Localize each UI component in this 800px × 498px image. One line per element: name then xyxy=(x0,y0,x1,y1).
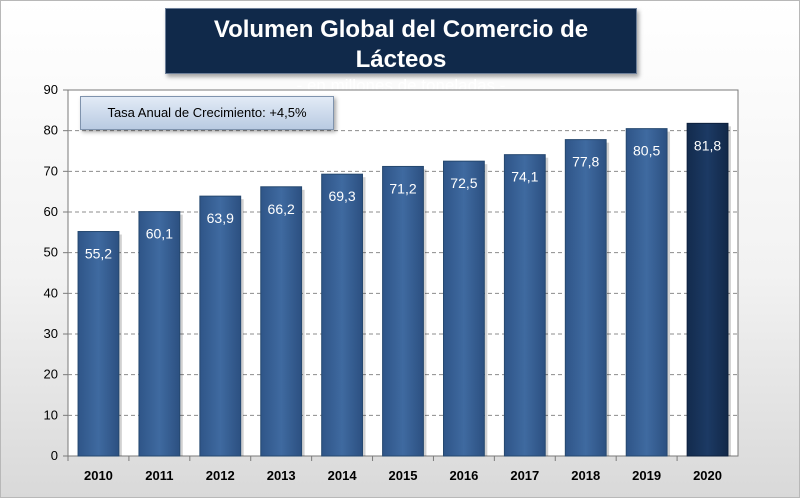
y-tick-label: 70 xyxy=(44,163,58,178)
y-tick-label: 20 xyxy=(44,367,58,382)
x-tick-label: 2018 xyxy=(571,468,600,483)
data-label: 81,8 xyxy=(694,137,721,153)
x-tick-label: 2010 xyxy=(84,468,113,483)
y-tick-label: 50 xyxy=(44,245,58,260)
x-tick-label: 2020 xyxy=(693,468,722,483)
y-tick-label: 30 xyxy=(44,326,58,341)
y-tick-label: 60 xyxy=(44,204,58,219)
data-label: 74,1 xyxy=(511,169,538,185)
y-axis-ticks: 0 10 20 30 40 50 60 70 80 90 xyxy=(44,82,68,463)
bar xyxy=(443,160,485,457)
x-tick-label: 2017 xyxy=(510,468,539,483)
data-label: 80,5 xyxy=(633,143,660,159)
x-axis-ticks: 2010 2011 2012 2013 2014 2015 2016 2017 2018 2019… xyxy=(67,456,722,483)
x-tick-label: 2012 xyxy=(206,468,235,483)
growth-rate-badge: Tasa Anual de Crecimiento: +4,5% xyxy=(80,96,334,130)
y-tick-label: 40 xyxy=(44,285,58,300)
data-label: 71,2 xyxy=(389,180,416,196)
bar xyxy=(625,128,668,457)
data-labels: 55,2 60,1 63,9 66,2 69,3 71,2 72,5 74,1 77,8 80,5… xyxy=(85,137,722,261)
data-label: 72,5 xyxy=(450,175,477,191)
bar xyxy=(564,139,607,457)
bar xyxy=(686,122,729,457)
x-tick-label: 2015 xyxy=(389,468,418,483)
bar xyxy=(199,195,242,457)
bars xyxy=(77,122,731,457)
bar xyxy=(138,211,181,457)
chart-title-box: Volumen Global del Comercio de Lácteos -… xyxy=(165,8,637,95)
bar xyxy=(503,154,546,457)
data-label: 60,1 xyxy=(146,226,173,242)
y-tick-label: 90 xyxy=(44,82,58,97)
x-tick-label: 2016 xyxy=(449,468,478,483)
x-tick-label: 2019 xyxy=(632,468,661,483)
bar xyxy=(260,186,303,457)
chart-title: Volumen Global del Comercio de Lácteos xyxy=(213,16,589,73)
x-tick-label: 2011 xyxy=(145,468,173,483)
y-tick-label: 10 xyxy=(44,407,58,422)
data-label: 63,9 xyxy=(207,210,234,226)
bar xyxy=(321,173,363,457)
data-label: 55,2 xyxy=(85,246,112,262)
data-label: 77,8 xyxy=(572,154,599,170)
x-tick-label: 2014 xyxy=(328,468,358,483)
bar xyxy=(382,165,424,457)
data-label: 69,3 xyxy=(328,188,355,204)
y-tick-label: 80 xyxy=(44,123,58,138)
x-tick-label: 2013 xyxy=(267,468,296,483)
data-label: 66,2 xyxy=(268,201,295,217)
bar xyxy=(77,231,120,457)
y-tick-label: 0 xyxy=(51,448,58,463)
